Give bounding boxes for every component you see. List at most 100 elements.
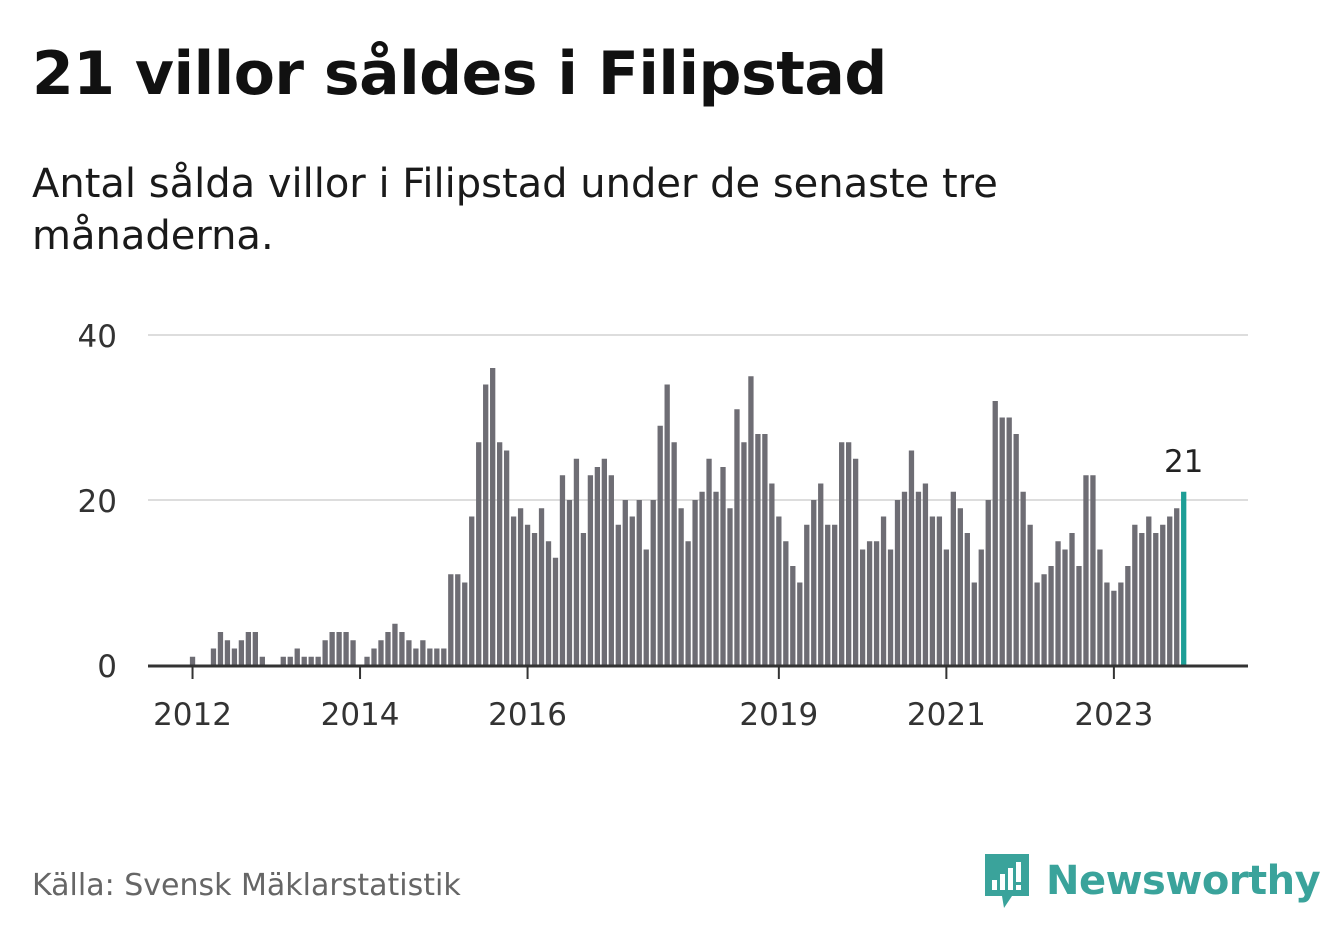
bar [1174,508,1180,665]
bar [210,648,217,665]
bar [797,582,803,665]
bar [245,632,252,665]
bar [483,384,489,665]
bar [1069,533,1075,665]
bar [615,524,621,665]
bar [336,632,342,665]
bar [713,491,719,665]
bar [915,491,922,665]
bar [880,516,887,665]
bar [1118,582,1124,665]
bar [839,442,845,665]
bar [1020,491,1026,665]
bar [1153,533,1159,665]
bar [950,491,956,665]
x-axis [148,664,1248,679]
bar [371,648,377,665]
bar [469,516,475,665]
bar [657,425,663,665]
bar [350,640,356,665]
bar [406,640,412,665]
newsworthy-logo[interactable]: Newsworthy [982,850,1321,912]
bar [1034,582,1040,665]
bar [580,533,587,665]
bar [818,483,824,665]
bar [846,442,852,665]
last-value-label: 21 [1164,444,1203,480]
bar [552,557,559,665]
bar [699,491,705,665]
bar [1055,541,1061,665]
bar [517,508,524,665]
bar [1083,475,1089,665]
bar [1006,417,1012,665]
bar [762,434,768,665]
bar [566,500,573,665]
bar [811,500,817,665]
newsworthy-logo-icon [985,854,1029,908]
bar [1160,524,1166,665]
bar [587,475,594,665]
bar [943,549,950,665]
bar [231,648,238,665]
bar [503,450,510,665]
bar [825,524,831,665]
bar [573,458,580,665]
bar [936,516,943,665]
bar [392,623,398,665]
bar [1132,524,1138,665]
bar [999,417,1005,665]
bar [957,508,963,665]
bar [894,500,901,665]
bar [922,483,929,665]
y-tick-label: 0 [97,649,117,685]
bar [1125,566,1131,665]
bar [1146,516,1152,665]
chart-subtitle: Antal sålda villor i Filipstad under de … [32,161,998,259]
bar [1062,549,1068,665]
bar [1111,590,1117,665]
bar [364,656,370,665]
bar [343,632,349,665]
bar [224,640,231,665]
bar [748,376,754,665]
bar [804,524,810,665]
y-tick-label: 20 [78,484,117,520]
bar [259,656,265,665]
bar [427,648,433,665]
bar [873,541,880,665]
bar [769,483,775,665]
y-axis-labels: 0 20 40 [78,319,117,685]
bar [252,632,258,665]
source-note: Källa: Svensk Mäklarstatistik [32,868,461,903]
bar [783,541,789,665]
bar [1027,524,1033,665]
bar [1076,566,1082,665]
bar [559,475,566,665]
bar [692,500,698,665]
bar [608,475,614,665]
x-axis-labels: 2012 2014 2016 2019 2021 2023 [153,697,1153,733]
bar [985,500,991,665]
bar [1090,475,1096,665]
bar [1139,533,1145,665]
x-tick-label: 2012 [153,697,232,733]
bar [420,640,426,665]
bar [866,541,873,665]
bar [887,549,894,665]
bar [650,500,656,665]
bar [441,648,447,665]
x-tick-label: 2019 [739,697,818,733]
bar [734,409,740,665]
bar [1167,516,1173,665]
bar [238,640,245,665]
brand-name: Newsworthy [1046,858,1321,904]
grid-lines [148,334,1248,501]
bar-highlight [1181,491,1187,665]
bar [992,401,998,665]
bar [790,566,796,665]
bar [629,516,635,665]
bar [594,467,601,665]
bar [189,656,196,665]
bar [1013,434,1019,665]
